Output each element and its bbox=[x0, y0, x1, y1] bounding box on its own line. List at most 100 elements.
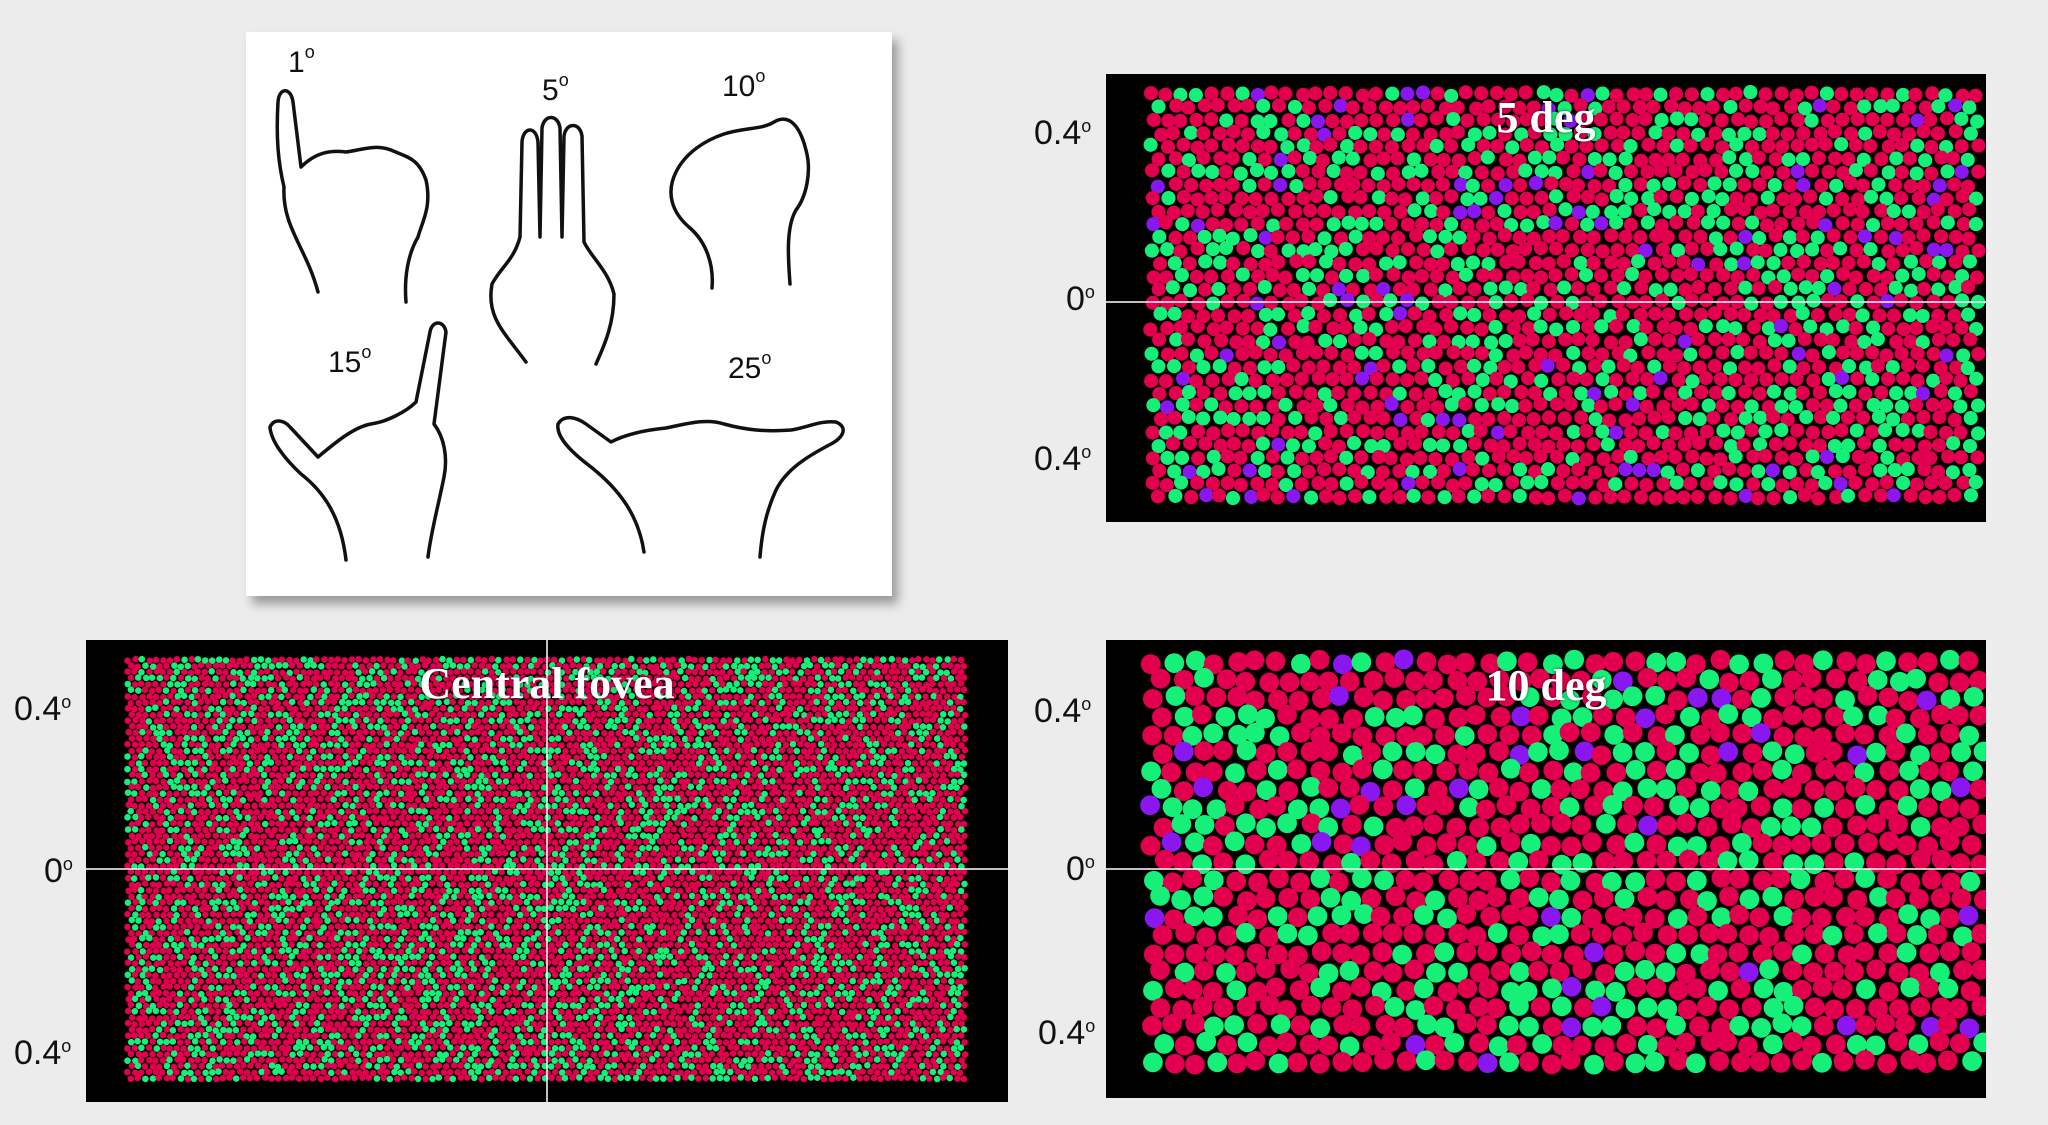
l-cone bbox=[1801, 1035, 1822, 1056]
l-cone bbox=[1240, 98, 1255, 113]
l-cone bbox=[1723, 281, 1739, 296]
l-cone bbox=[447, 669, 454, 676]
m-cone bbox=[769, 657, 777, 664]
l-cone bbox=[1753, 870, 1773, 891]
l-cone bbox=[1938, 425, 1954, 440]
l-cone bbox=[901, 668, 908, 676]
l-cone bbox=[1542, 687, 1563, 707]
l-cone bbox=[657, 656, 664, 664]
l-cone bbox=[1763, 852, 1783, 872]
m-cone bbox=[1633, 386, 1648, 401]
m-cone bbox=[1644, 1051, 1665, 1072]
l-cone bbox=[1519, 762, 1539, 783]
l-cone bbox=[453, 740, 461, 748]
l-cone bbox=[1189, 269, 1204, 284]
l-cone bbox=[1490, 242, 1505, 257]
l-cone bbox=[1185, 943, 1206, 964]
l-cone bbox=[129, 722, 136, 730]
l-cone bbox=[1759, 218, 1775, 233]
l-cone bbox=[1517, 652, 1538, 673]
m-cone bbox=[1331, 905, 1352, 926]
m-cone bbox=[762, 716, 769, 724]
l-cone bbox=[566, 765, 573, 773]
m-cone bbox=[628, 655, 635, 663]
l-cone bbox=[1287, 308, 1302, 323]
s-cone bbox=[1161, 832, 1182, 852]
l-cone bbox=[517, 753, 524, 760]
m-cone bbox=[495, 669, 502, 676]
m-cone bbox=[509, 741, 516, 749]
l-cone bbox=[1588, 490, 1603, 505]
l-cone bbox=[695, 711, 703, 719]
l-cone bbox=[741, 716, 748, 724]
l-cone bbox=[1896, 113, 1911, 128]
l-cone bbox=[1296, 87, 1311, 102]
l-cone bbox=[716, 662, 724, 669]
l-cone bbox=[333, 669, 341, 676]
m-cone bbox=[1684, 191, 1699, 206]
l-cone bbox=[1174, 346, 1189, 361]
s-cone bbox=[1449, 778, 1469, 799]
l-cone bbox=[1647, 332, 1662, 347]
l-cone bbox=[677, 741, 685, 748]
l-cone bbox=[1436, 152, 1451, 168]
l-cone bbox=[1947, 177, 1962, 192]
m-cone bbox=[1362, 489, 1377, 505]
m-cone bbox=[1625, 1053, 1646, 1074]
m-cone bbox=[587, 765, 594, 772]
m-cone bbox=[401, 723, 408, 731]
l-cone bbox=[1224, 795, 1245, 816]
l-cone bbox=[1700, 137, 1715, 152]
l-cone bbox=[1676, 667, 1697, 688]
l-cone bbox=[772, 735, 779, 743]
l-cone bbox=[1775, 139, 1790, 154]
m-cone bbox=[1509, 996, 1529, 1016]
l-cone bbox=[1586, 437, 1601, 452]
l-cone bbox=[1722, 461, 1737, 476]
l-cone bbox=[778, 663, 786, 670]
l-cone bbox=[1970, 450, 1985, 465]
l-cone bbox=[1879, 348, 1894, 363]
m-cone bbox=[1790, 244, 1805, 259]
l-cone bbox=[509, 765, 517, 772]
m-cone bbox=[633, 734, 640, 742]
l-cone bbox=[359, 711, 366, 718]
l-cone bbox=[1721, 813, 1742, 834]
l-cone bbox=[1552, 1035, 1573, 1056]
l-cone bbox=[1813, 1015, 1834, 1036]
l-cone bbox=[1685, 449, 1700, 464]
l-cone bbox=[1453, 359, 1469, 374]
m-cone bbox=[275, 662, 283, 669]
l-cone bbox=[1457, 1013, 1477, 1034]
m-cone bbox=[1161, 163, 1176, 178]
l-cone bbox=[187, 717, 194, 725]
m-cone bbox=[842, 734, 849, 742]
l-cone bbox=[1813, 256, 1828, 271]
l-cone bbox=[1378, 100, 1394, 115]
l-cone bbox=[358, 734, 366, 742]
l-cone bbox=[1264, 85, 1279, 100]
l-cone bbox=[865, 765, 873, 772]
l-cone bbox=[1280, 959, 1301, 979]
m-cone bbox=[1390, 127, 1405, 142]
l-cone bbox=[814, 748, 822, 755]
m-cone bbox=[453, 717, 460, 724]
l-cone bbox=[1234, 113, 1249, 128]
l-cone bbox=[1746, 320, 1761, 335]
l-cone bbox=[1916, 1053, 1937, 1073]
l-cone bbox=[229, 657, 236, 664]
m-cone bbox=[1267, 906, 1288, 927]
l-cone bbox=[1396, 1051, 1417, 1071]
m-cone bbox=[377, 717, 384, 725]
m-cone bbox=[828, 662, 835, 669]
l-cone bbox=[1390, 151, 1405, 166]
l-cone bbox=[852, 729, 860, 736]
m-cone bbox=[734, 668, 741, 675]
m-cone bbox=[888, 655, 896, 663]
m-cone bbox=[1616, 281, 1632, 296]
m-cone bbox=[1228, 724, 1248, 745]
l-cone bbox=[313, 754, 321, 761]
l-cone bbox=[1248, 872, 1268, 893]
l-cone bbox=[1191, 424, 1206, 439]
m-cone bbox=[869, 710, 877, 718]
